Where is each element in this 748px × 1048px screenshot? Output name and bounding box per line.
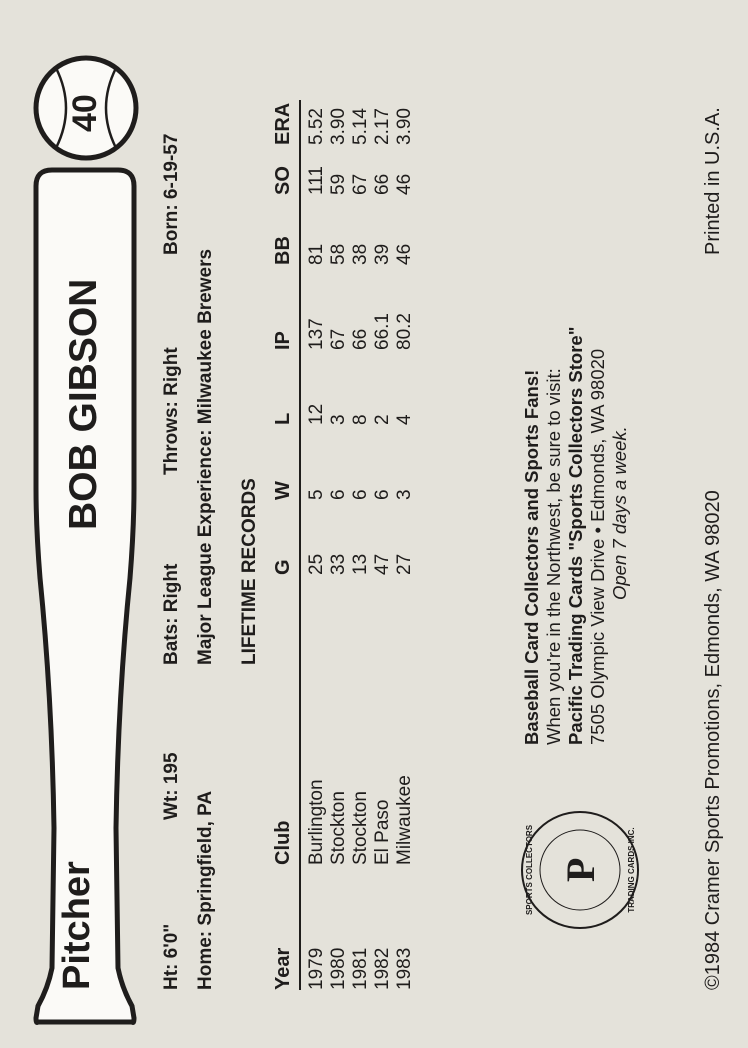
height: Ht: 6'0" — [161, 923, 182, 990]
weight: Wt: 195 — [161, 752, 182, 820]
jersey-number: 40 — [66, 94, 104, 132]
table-cell: Milwaukee — [394, 775, 415, 865]
table-cell: 3.90 — [328, 108, 349, 145]
table-cell: 46 — [394, 243, 415, 265]
ad-line-2: Pacific Trading Cards "Sports Collectors… — [565, 326, 586, 745]
table-cell: El Paso — [372, 799, 393, 865]
column-header-year: Year — [272, 947, 294, 990]
table-cell: 39 — [372, 243, 393, 265]
table-cell: 4 — [394, 414, 415, 425]
table-cell: 58 — [328, 243, 349, 265]
svg-text:P: P — [558, 858, 603, 882]
table-cell: 5 — [306, 489, 327, 500]
table-cell: 67 — [350, 173, 371, 195]
svg-text:SPORTS COLLECTORS: SPORTS COLLECTORS — [525, 824, 534, 915]
ad-headline: Baseball Card Collectors and Sports Fans… — [521, 369, 542, 745]
table-cell: 59 — [328, 173, 349, 195]
records-title: LIFETIME RECORDS — [239, 478, 260, 665]
bats: Bats: Right — [161, 563, 182, 665]
home: Home: Springfield, PA — [195, 790, 216, 990]
table-cell: 80.2 — [394, 313, 415, 350]
table-cell: 12 — [306, 403, 327, 425]
table-cell: 46 — [394, 173, 415, 195]
bat-outline — [33, 167, 137, 1025]
baseball-icon — [33, 55, 139, 161]
table-cell: 3 — [394, 489, 415, 500]
ad-line-1: When you're in the Northwest, be sure to… — [543, 368, 564, 745]
table-cell: 38 — [350, 243, 371, 265]
pacific-logo: P SPORTS COLLECTORS TRADING CARDS INC. — [521, 811, 639, 929]
table-cell: 66 — [372, 173, 393, 195]
table-cell: 2 — [372, 414, 393, 425]
position-label: Pitcher — [56, 861, 98, 990]
table-cell: 6 — [328, 489, 349, 500]
table-cell: 5.52 — [306, 108, 327, 145]
born: Born: 6-19-57 — [161, 133, 182, 255]
table-cell: Stockton — [328, 791, 349, 865]
throws: Throws: Right — [161, 347, 182, 475]
table-cell: 66 — [350, 328, 371, 350]
table-cell: 47 — [372, 553, 393, 575]
ad-line-3: 7505 Olympic View Drive • Edmonds, WA 98… — [587, 348, 608, 745]
table-cell: 1980 — [328, 947, 349, 990]
table-cell: 3 — [328, 414, 349, 425]
table-divider — [299, 100, 301, 990]
table-cell: 1979 — [306, 947, 327, 990]
table-cell: 5.14 — [350, 108, 371, 145]
column-header-bb: BB — [272, 236, 294, 265]
table-cell: 111 — [306, 166, 327, 195]
table-cell: 33 — [328, 553, 349, 575]
column-header-ip: IP — [272, 331, 294, 350]
table-cell: 27 — [394, 553, 415, 575]
table-cell: 2.17 — [372, 108, 393, 145]
ml-experience: Major League Experience: Milwaukee Brewe… — [195, 248, 216, 665]
table-cell: 13 — [350, 553, 371, 575]
table-cell: 6 — [372, 489, 393, 500]
printed-in: Printed in U.S.A. — [702, 107, 724, 255]
player-name: BOB GIBSON — [62, 278, 105, 530]
table-cell: 67 — [328, 328, 349, 350]
table-cell: 3.90 — [394, 108, 415, 145]
table-cell: 1981 — [350, 947, 371, 990]
table-cell: 81 — [306, 243, 327, 265]
table-cell: Burlington — [306, 779, 327, 865]
svg-text:TRADING CARDS INC.: TRADING CARDS INC. — [627, 827, 636, 912]
table-cell: 8 — [350, 414, 371, 425]
table-cell: 25 — [306, 553, 327, 575]
column-header-w: W — [272, 481, 294, 500]
column-header-era: ERA — [272, 102, 294, 145]
column-header-l: L — [272, 412, 294, 425]
copyright: ©1984 Cramer Sports Promotions, Edmonds,… — [702, 490, 724, 990]
ad-line-4: Open 7 days a week. — [609, 426, 630, 600]
table-cell: 66.1 — [372, 313, 393, 350]
column-header-so: SO — [272, 166, 294, 195]
table-cell: 6 — [350, 489, 371, 500]
table-cell: 137 — [306, 318, 327, 350]
table-cell: 1982 — [372, 947, 393, 990]
table-cell: Stockton — [350, 791, 371, 865]
table-cell: 1983 — [394, 947, 415, 990]
column-header-g: G — [272, 559, 294, 575]
column-header-club: Club — [272, 820, 294, 865]
